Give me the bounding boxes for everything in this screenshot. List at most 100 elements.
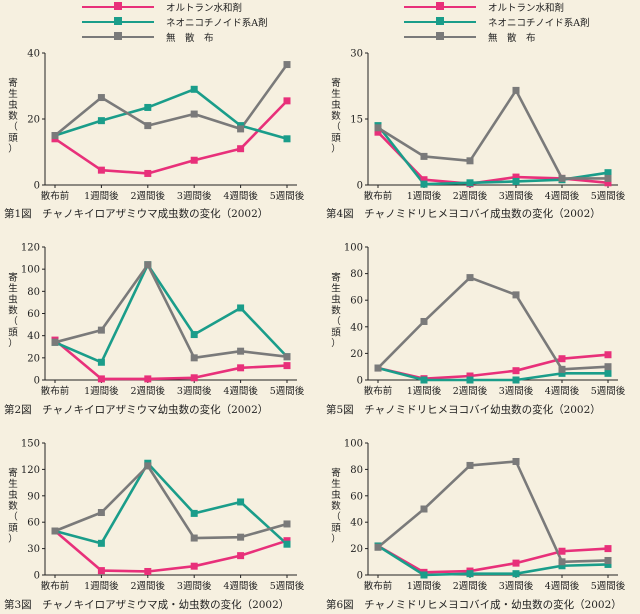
x-tick-label: 4週間後 [223, 580, 258, 592]
series-line-3 [54, 63, 289, 137]
y-tick-label: 20 [27, 115, 40, 126]
legend-label: ネオニコチノイド系A剤 [488, 18, 590, 29]
y-tick-label: 15 [350, 115, 363, 126]
data-point [466, 461, 474, 469]
y-axis-label: 寄生虫数（頭） [8, 77, 18, 155]
data-point [144, 567, 152, 575]
y-axis-label-char: 虫 [331, 294, 341, 306]
y-tick-label: 120 [21, 243, 40, 254]
data-point [558, 369, 566, 377]
data-point [420, 317, 428, 325]
y-tick-label: 30 [350, 49, 363, 60]
data-point [374, 128, 382, 136]
y-tick-label: 0 [34, 376, 40, 387]
data-point [604, 351, 612, 359]
x-tick-label: 1週間後 [407, 580, 442, 592]
data-point [283, 537, 291, 545]
data-point [604, 556, 612, 564]
chart-3: 0 30 60 90 120 150 散布前 1週間後 2週間後 3週間後 4週間後 5週間後 寄生虫数… [8, 439, 305, 593]
data-point [190, 509, 198, 517]
chart-4: 0 15 30 散布前 1週間後 2週間後 3週間後 4週間後 5週間後 寄生虫数（頭） [331, 49, 626, 203]
series-line-3 [377, 89, 608, 180]
data-point [237, 364, 245, 372]
chart-6: 0 20 40 60 80 100 散布前 1週間後 2週間後 3週間後 4週間後 5週間後 寄生虫数（… [331, 439, 626, 593]
x-tick-label: 散布前 [364, 385, 393, 397]
data-point [512, 376, 520, 384]
x-tick-label: 2週間後 [453, 385, 488, 397]
data-point [466, 372, 474, 380]
data-point [558, 174, 566, 182]
series-line-1 [54, 99, 288, 175]
data-point [558, 547, 566, 555]
caption-fig1: 第1図 チャノキイロアザミウマ成虫数の変化（2002） [4, 208, 269, 220]
y-tick-label: 80 [350, 465, 363, 476]
data-point [512, 173, 520, 181]
x-tick-label: 4週間後 [545, 580, 580, 592]
series-line-2 [54, 88, 288, 141]
data-point [190, 374, 198, 382]
data-point [237, 125, 245, 133]
legend-label: オルトラン水和剤 [166, 3, 243, 14]
data-point [512, 291, 520, 299]
y-axis-label-char: ） [331, 143, 341, 155]
data-point [604, 545, 612, 553]
caption-fig3: 第3図 チャノキイロアザミウマ成・幼虫数の変化（2002） [4, 599, 290, 611]
y-axis-label-char: （ [331, 511, 341, 523]
x-tick-label: 5週間後 [591, 580, 626, 592]
x-tick-label: 散布前 [364, 190, 393, 202]
data-point [466, 570, 474, 578]
y-tick-label: 60 [27, 518, 40, 529]
data-point [97, 509, 105, 517]
data-point [97, 539, 105, 547]
data-point [237, 304, 245, 312]
y-tick-label: 20 [350, 349, 363, 360]
y-axis-label-char: 生 [8, 88, 18, 100]
data-point [512, 457, 520, 465]
y-tick-label: 120 [21, 465, 40, 476]
y-tick-label: 20 [350, 544, 363, 555]
data-point [420, 180, 428, 188]
x-tick-label: 5週間後 [270, 580, 305, 592]
y-axis-label-char: 頭 [8, 523, 18, 534]
y-tick-label: 80 [27, 287, 40, 298]
data-point [420, 376, 428, 384]
data-point [283, 540, 291, 548]
y-axis-label: 寄生虫数（頭） [8, 272, 18, 350]
data-point [144, 122, 152, 130]
legend-marker [436, 17, 444, 25]
data-point [237, 533, 245, 541]
data-point [190, 354, 198, 362]
data-point [97, 375, 105, 383]
y-axis-label: 寄生虫数（頭） [331, 77, 341, 155]
data-point [97, 117, 105, 125]
data-point [144, 103, 152, 111]
data-point [420, 571, 428, 579]
x-tick-label: 3週間後 [177, 580, 212, 592]
y-axis-label-char: 虫 [8, 99, 18, 111]
series-line-3 [377, 276, 609, 371]
y-axis-label-char: 数 [8, 500, 18, 512]
data-point [144, 261, 152, 269]
x-tick-label: 4週間後 [545, 190, 580, 202]
y-axis-label-char: （ [331, 316, 341, 328]
y-axis-label-char: 寄 [8, 77, 18, 89]
y-tick-label: 150 [21, 439, 40, 450]
data-point [283, 362, 291, 370]
data-point [466, 179, 474, 187]
data-point [283, 61, 291, 69]
y-tick-label: 0 [357, 181, 363, 192]
data-point [374, 364, 382, 372]
series-line-1 [377, 544, 609, 574]
data-point [190, 110, 198, 118]
y-tick-label: 40 [350, 518, 363, 529]
y-axis-label-char: 生 [8, 478, 18, 490]
series-line-1 [377, 131, 609, 185]
data-point [144, 462, 152, 470]
y-axis-label-char: 頭 [8, 133, 18, 144]
series-line-2 [54, 461, 288, 546]
y-axis-label: 寄生虫数（頭） [331, 467, 341, 545]
series-line-3 [54, 263, 288, 360]
x-tick-label: 4週間後 [223, 190, 258, 202]
